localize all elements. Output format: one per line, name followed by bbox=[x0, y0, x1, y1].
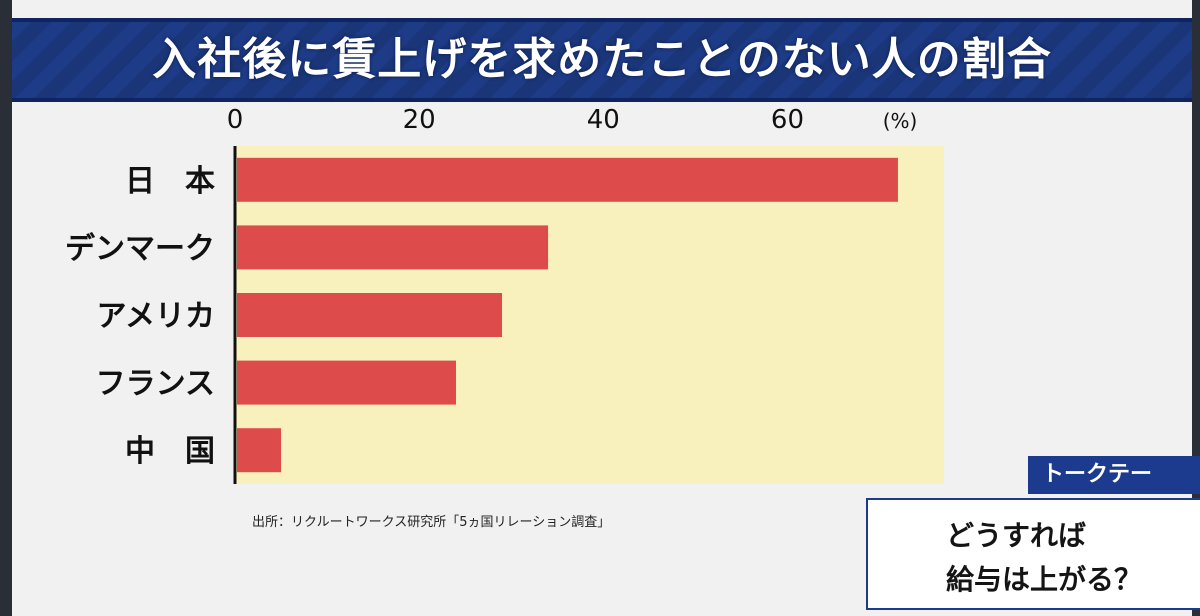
x-tick-label: 40 bbox=[587, 105, 620, 135]
category-label: アメリカ bbox=[97, 299, 216, 334]
title-band: 入社後に賃上げを求めたことのない人の割合 bbox=[12, 18, 1192, 102]
category-label: フランス bbox=[96, 367, 215, 402]
source-note: 出所：リクルートワークス研究所「5ヵ国リレーション調査」 bbox=[252, 515, 611, 530]
category-label: デンマーク bbox=[65, 231, 215, 266]
category-label: 中 国 bbox=[125, 434, 215, 469]
chart-board: 入社後に賃上げを求めたことのない人の割合 0 20 40 60 日 本デンマークアメリ… bbox=[12, 0, 1192, 616]
bar bbox=[237, 428, 282, 473]
x-tick-label: 0 bbox=[227, 105, 244, 135]
x-axis-ticks: 0 20 40 60 bbox=[227, 105, 804, 135]
unit-label: (%) bbox=[883, 109, 918, 133]
x-tick-label: 20 bbox=[403, 105, 436, 135]
talk-theme-box: どうすれば 給与は上がる？ bbox=[866, 498, 1200, 610]
bars bbox=[237, 157, 898, 473]
bar bbox=[237, 360, 456, 405]
bar bbox=[237, 293, 503, 337]
talk-theme-line2: 給与は上がる？ bbox=[946, 563, 1143, 596]
x-tick-label: 60 bbox=[771, 105, 804, 135]
category-label: 日 本 bbox=[125, 164, 215, 199]
talk-theme-line1: どうすれば bbox=[946, 519, 1087, 552]
talk-theme-tab: トークテー bbox=[1028, 456, 1200, 494]
bar bbox=[237, 225, 549, 270]
bar bbox=[237, 157, 898, 202]
chart-title: 入社後に賃上げを求めたことのない人の割合 bbox=[152, 34, 1052, 85]
